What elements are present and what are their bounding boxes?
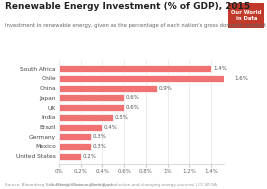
Text: 0.6%: 0.6% [126,95,140,100]
Text: 0.6%: 0.6% [126,105,140,110]
Text: 0.2%: 0.2% [82,154,96,159]
Text: 0.3%: 0.3% [93,144,107,149]
Text: Renewable Energy Investment (% of GDP), 2015: Renewable Energy Investment (% of GDP), … [5,2,250,11]
Text: 0.9%: 0.9% [158,86,172,91]
Bar [59,94,124,101]
Bar [59,153,81,160]
Bar [59,75,233,82]
Bar [59,85,157,92]
Bar [59,133,91,140]
Text: 0.3%: 0.3% [93,134,107,139]
Text: Source: Bloomberg New Energy Finance, World Bank: Source: Bloomberg New Energy Finance, Wo… [5,183,113,187]
Bar [59,65,211,72]
Text: OurWorldInData.org/energy-production-and-changing-energy-sources/ | CC BY-SA: OurWorldInData.org/energy-production-and… [50,183,217,187]
Bar [59,114,113,121]
Bar [59,124,102,131]
Bar [59,143,91,150]
Text: 0.4%: 0.4% [104,125,118,129]
Bar [59,104,124,111]
Text: Investment in renewable energy, given as the percentage of each nation's gross d: Investment in renewable energy, given as… [5,23,267,28]
Text: 1.6%: 1.6% [235,76,249,81]
Text: Our World
in Data: Our World in Data [231,10,261,21]
Text: 1.4%: 1.4% [213,66,227,71]
Text: 0.5%: 0.5% [115,115,129,120]
